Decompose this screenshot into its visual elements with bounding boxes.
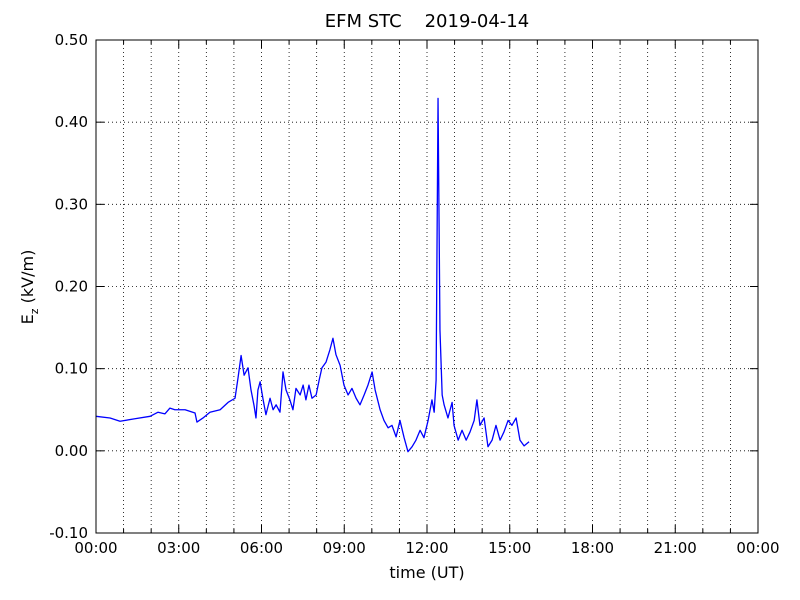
x-tick-label: 06:00 bbox=[240, 539, 283, 557]
x-tick-label: 00:00 bbox=[74, 539, 117, 557]
y-tick-label: -0.10 bbox=[49, 524, 88, 542]
x-tick-label: 15:00 bbox=[488, 539, 531, 557]
x-tick-label: 00:00 bbox=[736, 539, 779, 557]
y-axis-label: Ez (kV/m) bbox=[18, 250, 41, 325]
data-line bbox=[95, 97, 530, 453]
y-tick-label: 0.00 bbox=[55, 442, 88, 460]
y-tick-label: 0.40 bbox=[55, 113, 88, 131]
x-axis-label: time (UT) bbox=[389, 563, 464, 582]
x-tick-label: 21:00 bbox=[654, 539, 697, 557]
x-tick-label: 18:00 bbox=[571, 539, 614, 557]
y-tick-label: 0.50 bbox=[55, 31, 88, 49]
y-tick-label: 0.30 bbox=[55, 195, 88, 213]
y-label-unit: (kV/m) bbox=[18, 250, 37, 309]
y-tick-label: 0.20 bbox=[55, 278, 88, 296]
y-label-sub: z bbox=[28, 308, 41, 314]
x-tick-label: 03:00 bbox=[157, 539, 200, 557]
x-tick-label: 12:00 bbox=[405, 539, 448, 557]
y-tick-label: 0.10 bbox=[55, 360, 88, 378]
chart-title: EFM STC 2019-04-14 bbox=[325, 11, 529, 32]
y-label-main: E bbox=[18, 314, 37, 324]
plot-frame bbox=[95, 39, 759, 534]
x-tick-label: 09:00 bbox=[323, 539, 366, 557]
